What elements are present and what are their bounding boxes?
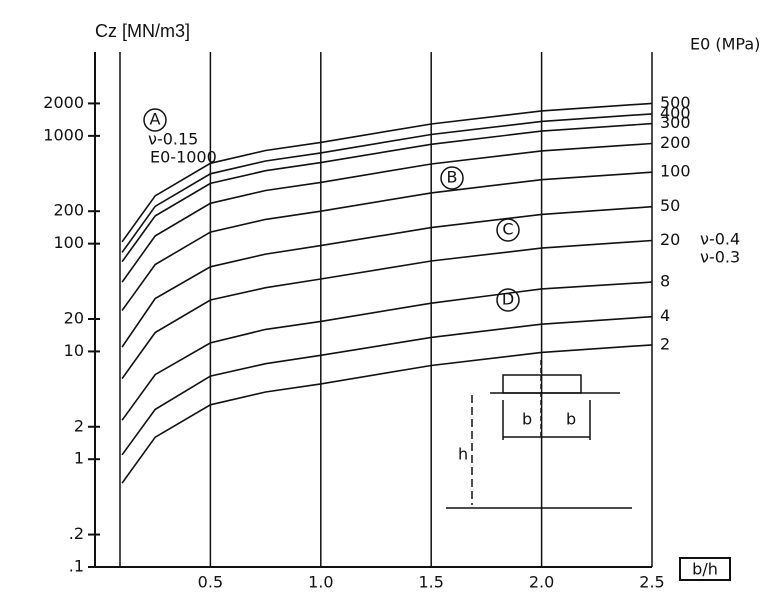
annotation: b (566, 410, 576, 429)
annotation: B (447, 168, 458, 187)
legend-label: 8 (660, 272, 670, 291)
curve (121, 122, 653, 263)
x-tick-label: 2.0 (529, 573, 554, 592)
annotation: h (458, 445, 468, 464)
legend-label: 100 (660, 162, 691, 181)
y-tick-label: 100 (53, 233, 84, 252)
legend-label: 2 (660, 334, 670, 353)
x-axis-label: b/h (692, 560, 718, 579)
x-tick-label: 0.5 (198, 573, 223, 592)
y-tick-label: 2 (74, 416, 84, 435)
annotation: D (502, 290, 514, 309)
legend-label: 500 (660, 93, 691, 112)
annotation-circle (440, 166, 464, 190)
annotation-circle (496, 218, 520, 242)
annotation: b (522, 410, 532, 429)
curve (121, 239, 653, 380)
curve (121, 281, 653, 421)
annotation: ν-0.15 (148, 130, 198, 149)
annotation: ν-0.3 (700, 248, 740, 267)
x-label-box (679, 557, 731, 581)
legend-label: 200 (660, 133, 691, 152)
annotation: ν-0.4 (700, 230, 740, 249)
curve (121, 205, 653, 348)
y-axis-label: Cz [MN/m3] (95, 21, 190, 41)
y-tick-label: 20 (64, 308, 84, 327)
y-tick-label: 1 (74, 449, 84, 468)
x-tick-label: 2.5 (639, 573, 664, 592)
annotation-circle (496, 288, 520, 312)
legend-label: 400 (660, 103, 691, 122)
curve (121, 102, 653, 243)
curve (121, 344, 653, 484)
y-tick-label: .1 (69, 557, 84, 576)
y-tick-label: .2 (69, 524, 84, 543)
y-tick-label: 10 (64, 341, 84, 360)
legend-label: 50 (660, 196, 680, 215)
curve (121, 142, 653, 283)
legend-label: 20 (660, 230, 680, 249)
curve (121, 113, 653, 253)
annotation: C (502, 220, 513, 239)
footing-diagram (446, 360, 632, 509)
annotation: E0-1000 (150, 148, 217, 167)
curve (121, 315, 653, 456)
annotation-circle (143, 108, 167, 132)
y-tick-label: 200 (53, 201, 84, 220)
annotation: A (150, 110, 161, 129)
legend-title: E0 (MPa) (690, 35, 760, 54)
legend-label: 300 (660, 113, 691, 132)
y-tick-label: 2000 (43, 93, 84, 112)
curve (121, 171, 653, 311)
y-tick-label: 1000 (43, 125, 84, 144)
x-tick-label: 1.0 (308, 573, 333, 592)
x-tick-label: 1.5 (418, 573, 443, 592)
legend-label: 4 (660, 306, 670, 325)
